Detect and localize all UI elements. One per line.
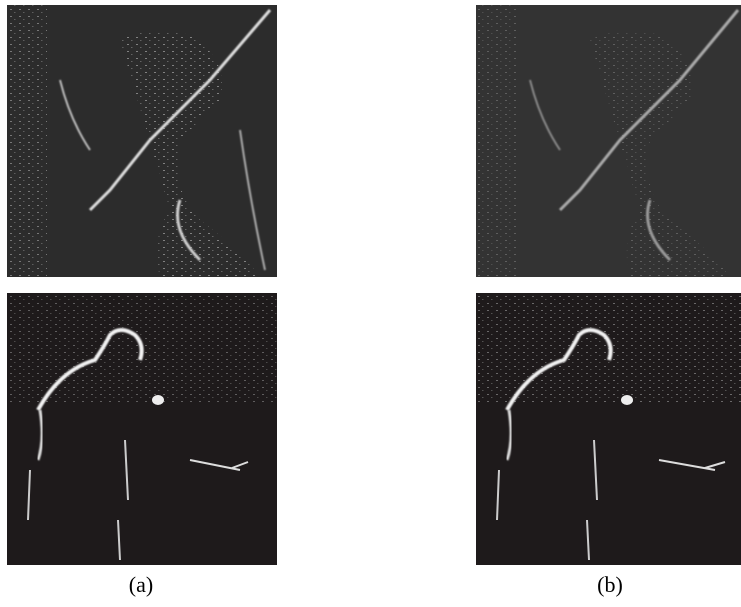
figure: (a) (b) [0,0,741,607]
caption: (a) [129,572,153,597]
image-top-left [7,5,277,277]
image-bottom-right [476,293,741,565]
caption: (b) [597,572,623,597]
image-bottom-left [7,293,277,565]
image-top-right [476,5,741,277]
